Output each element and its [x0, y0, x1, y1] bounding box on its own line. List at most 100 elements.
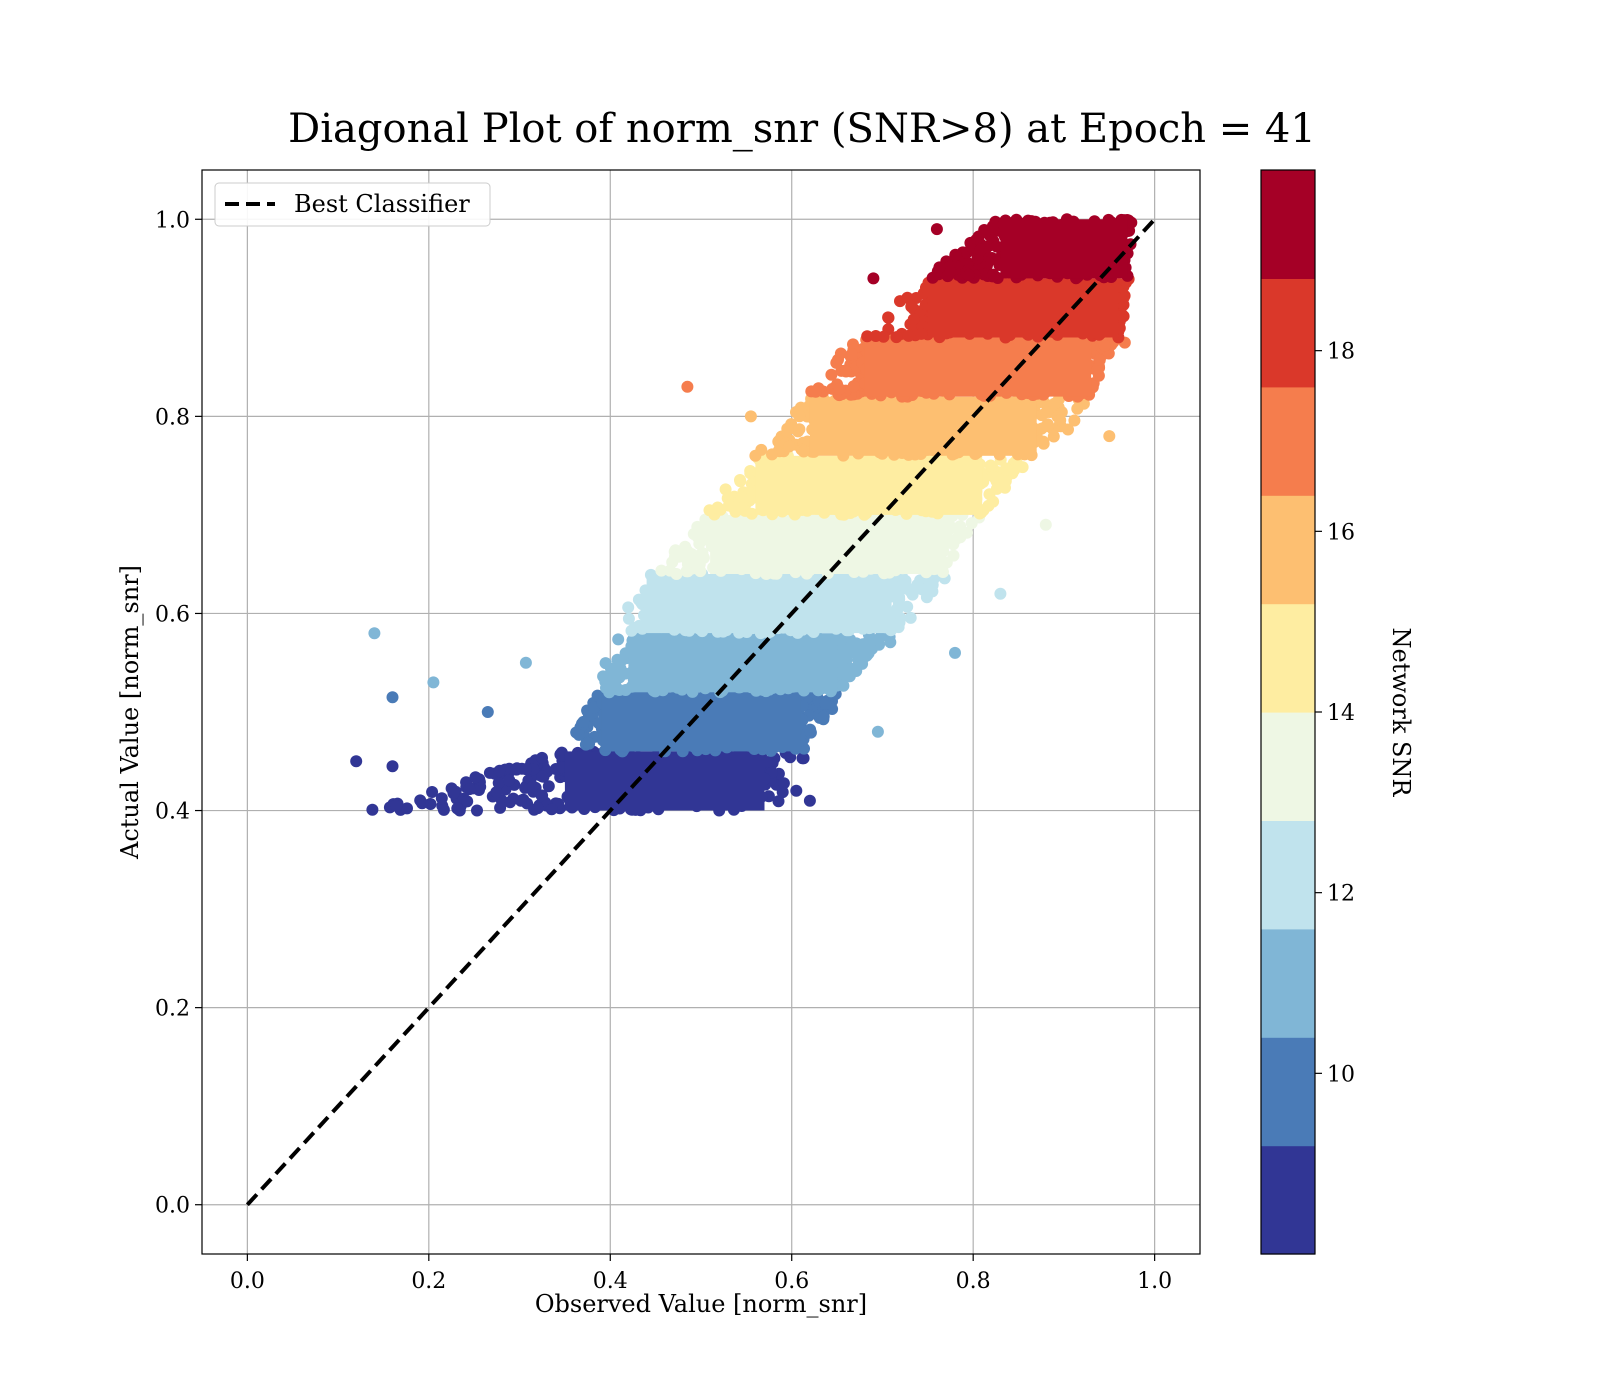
scatter-point	[890, 331, 903, 344]
scatter-point	[874, 630, 887, 643]
scatter-point	[877, 330, 890, 343]
scatter-point-outlier	[519, 656, 532, 669]
colorbar-bin	[1261, 820, 1315, 930]
colorbar-bin	[1261, 603, 1315, 713]
scatter-point	[735, 491, 748, 504]
scatter-point	[490, 786, 503, 799]
scatter-point	[728, 503, 741, 516]
scatter-point	[987, 268, 1000, 281]
scatter-point	[845, 640, 858, 653]
scatter-point	[1093, 354, 1106, 366]
colorbar-bin	[1261, 712, 1315, 821]
scatter-point	[583, 737, 596, 750]
scatter-point	[797, 445, 810, 458]
scatter-point	[837, 679, 850, 692]
dense-point-region	[710, 514, 946, 574]
scatter-point	[850, 665, 863, 677]
scatter-point	[766, 448, 778, 461]
y-tick-label: 0.6	[155, 602, 190, 627]
scatter-point	[987, 495, 1000, 508]
scatter-point	[670, 568, 683, 580]
scatter-point	[965, 517, 978, 530]
scatter-point	[573, 728, 585, 741]
scatter-point	[514, 794, 527, 807]
scatter-point-outlier	[681, 380, 694, 393]
scatter-point	[693, 558, 706, 571]
scatter-point	[962, 269, 975, 282]
scatter-point	[451, 802, 464, 815]
scatter-point	[536, 770, 549, 783]
scatter-point-outlier	[994, 587, 1007, 600]
scatter-point	[987, 470, 1000, 483]
scatter-point	[471, 804, 483, 817]
scatter-point	[531, 802, 544, 815]
scatter-point	[469, 771, 482, 784]
scatter-point	[984, 459, 997, 472]
scatter-point	[833, 383, 846, 395]
scatter-point	[734, 475, 747, 488]
scatter-point	[762, 756, 775, 768]
scatter-point	[840, 365, 852, 378]
scatter-point	[905, 583, 918, 596]
scatter-point	[882, 311, 895, 324]
scatter-point	[861, 330, 874, 343]
x-tick-label: 1.0	[1137, 1269, 1172, 1294]
scatter-point	[954, 520, 967, 533]
scatter-point-outlier	[1039, 518, 1052, 531]
colorbar-tick-label: 12	[1327, 882, 1355, 907]
y-tick-label: 0.8	[155, 405, 190, 430]
colorbar-tick-label: 10	[1327, 1062, 1355, 1087]
scatter-point	[986, 220, 999, 233]
scatter-point	[536, 789, 549, 802]
scatter-point	[680, 565, 693, 578]
dense-point-region	[601, 692, 801, 752]
colorbar-bin	[1261, 386, 1315, 496]
scatter-point-outlier	[350, 755, 363, 768]
scatter-point	[1000, 462, 1013, 475]
scatter-point	[845, 348, 858, 361]
y-tick-label: 0.2	[155, 997, 190, 1022]
scatter-point	[904, 611, 917, 624]
scatter-point	[697, 533, 710, 546]
scatter-point	[492, 777, 505, 789]
scatter-point	[954, 531, 967, 544]
scatter-point	[926, 585, 939, 598]
scatter-point	[1041, 420, 1054, 433]
scatter-point	[772, 795, 785, 808]
scatter-point	[691, 520, 704, 533]
scatter-point-outlier	[1103, 430, 1116, 443]
scatter-point	[493, 764, 506, 777]
colorbar-bin	[1261, 928, 1315, 1038]
colorbar-bin	[1261, 1145, 1315, 1255]
x-tick-label: 0.8	[956, 1269, 991, 1294]
scatter-point	[536, 751, 548, 764]
scatter-point	[1098, 339, 1111, 352]
dense-point-region	[809, 396, 1037, 456]
dense-point-region	[628, 633, 838, 693]
scatter-point-outlier	[744, 410, 757, 423]
scatter-point-outlier	[427, 676, 440, 689]
scatter-points	[350, 213, 1138, 817]
scatter-point	[892, 621, 905, 634]
scatter-point	[672, 550, 685, 563]
scatter-point	[944, 265, 957, 278]
scatter-point	[902, 329, 915, 342]
scatter-point	[613, 671, 626, 684]
scatter-point-outlier	[949, 646, 961, 659]
scatter-point	[622, 601, 635, 614]
scatter-point	[628, 621, 641, 634]
scatter-point	[793, 423, 806, 436]
scatter-point	[804, 723, 817, 736]
y-tick-label: 0.0	[155, 1194, 190, 1219]
x-tick-label: 0.0	[230, 1269, 265, 1294]
scatter-point	[943, 519, 956, 532]
scatter-point	[817, 710, 830, 723]
dense-point-region	[646, 574, 892, 634]
scatter-point	[749, 449, 762, 462]
scatter-point	[745, 507, 758, 520]
scatter-point	[504, 796, 516, 809]
x-axis-ticks: 0.0 0.2 0.4 0.6 0.8 1.0	[230, 1254, 1172, 1294]
scatter-point	[437, 803, 450, 816]
scatter-point	[1048, 397, 1061, 410]
scatter-point	[793, 410, 806, 423]
